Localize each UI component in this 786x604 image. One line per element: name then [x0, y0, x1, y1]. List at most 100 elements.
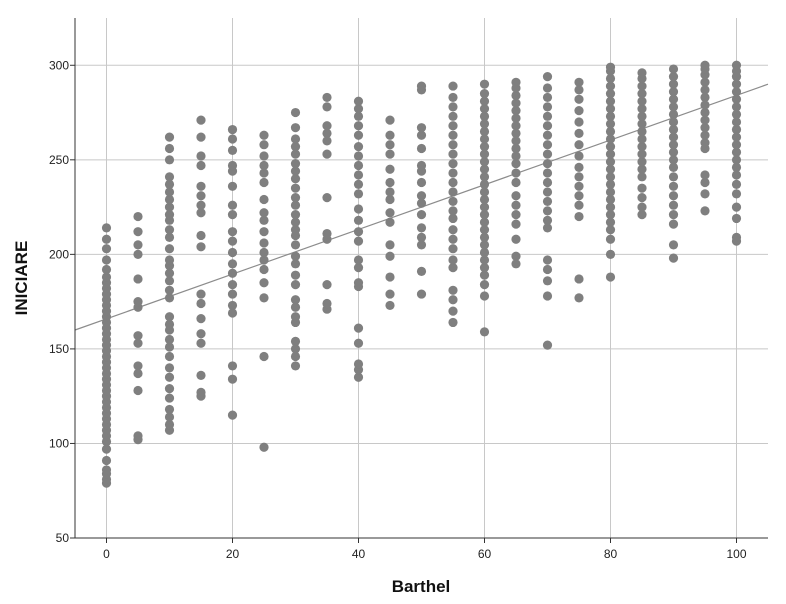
data-point — [542, 177, 553, 188]
data-point — [605, 141, 616, 152]
data-point — [479, 280, 490, 290]
data-point — [637, 119, 647, 129]
data-point — [542, 340, 553, 350]
data-point — [668, 162, 679, 172]
data-point — [290, 183, 301, 193]
y-tick-label: 300 — [49, 58, 69, 72]
data-point — [290, 193, 301, 203]
data-point — [416, 191, 427, 201]
axes — [70, 18, 768, 543]
data-point — [605, 157, 616, 167]
data-point — [101, 444, 112, 454]
data-point — [290, 259, 301, 269]
y-tick-labels: 50 100 150 200 250 300 — [49, 58, 69, 545]
data-point — [668, 124, 679, 135]
data-point — [700, 92, 710, 103]
data-point — [290, 159, 301, 169]
data-point — [511, 191, 521, 201]
data-point — [290, 210, 301, 220]
data-point — [164, 155, 175, 165]
data-point — [668, 109, 679, 120]
data-point — [479, 263, 490, 273]
data-point — [448, 244, 458, 254]
data-point — [259, 177, 269, 188]
data-point — [668, 253, 679, 263]
data-point — [259, 255, 269, 265]
data-point — [511, 234, 521, 244]
data-point — [290, 295, 301, 305]
data-point — [227, 247, 238, 258]
data-point — [196, 242, 206, 252]
data-point — [385, 177, 395, 188]
data-point — [101, 234, 112, 244]
x-tick-label: 20 — [226, 547, 240, 561]
data-point — [290, 166, 301, 176]
data-point — [479, 141, 490, 152]
data-point — [668, 87, 679, 97]
data-point — [479, 247, 490, 258]
data-point — [164, 179, 175, 189]
data-point — [353, 204, 364, 214]
data-point — [731, 179, 742, 189]
data-point — [353, 263, 364, 273]
data-point — [542, 215, 553, 225]
data-point — [196, 387, 206, 397]
data-point — [542, 121, 553, 131]
data-point — [164, 351, 175, 362]
data-point — [322, 149, 332, 159]
data-point — [700, 107, 710, 118]
data-point — [133, 331, 143, 341]
x-tick-label: 0 — [103, 547, 110, 561]
data-point — [668, 191, 679, 201]
data-point — [605, 172, 616, 182]
data-point — [637, 164, 647, 174]
data-point — [259, 442, 269, 452]
data-point — [511, 200, 521, 210]
data-point — [448, 130, 458, 140]
data-point — [101, 465, 112, 475]
data-point — [133, 431, 143, 441]
data-point — [101, 255, 112, 265]
data-point — [542, 168, 553, 178]
data-point — [164, 172, 175, 182]
y-tick-label: 200 — [49, 247, 69, 261]
data-point — [227, 259, 238, 269]
data-point — [574, 191, 584, 201]
data-point — [416, 123, 427, 133]
data-point — [227, 227, 238, 237]
data-point — [542, 83, 553, 93]
data-point — [637, 104, 647, 114]
data-point — [668, 155, 679, 165]
data-point — [448, 177, 458, 188]
data-point — [700, 85, 710, 95]
data-point — [290, 225, 301, 235]
data-point — [448, 140, 458, 150]
data-point — [668, 200, 679, 210]
data-point — [574, 106, 584, 116]
data-point — [605, 81, 616, 91]
data-point — [731, 94, 742, 104]
data-point — [353, 323, 364, 333]
data-point — [605, 89, 616, 99]
data-point — [164, 244, 175, 254]
data-point — [700, 138, 710, 148]
data-point — [322, 121, 332, 131]
data-point — [290, 134, 301, 144]
data-point — [637, 134, 647, 144]
data-point — [574, 128, 584, 138]
data-point — [668, 72, 679, 82]
data-point — [542, 140, 553, 150]
data-point — [385, 115, 395, 125]
x-tick-label: 60 — [478, 547, 492, 561]
data-point — [164, 419, 175, 430]
data-point — [542, 149, 553, 159]
data-point — [668, 240, 679, 250]
data-point — [479, 225, 490, 235]
data-point — [448, 317, 458, 328]
data-point — [196, 314, 206, 324]
data-point — [164, 143, 175, 154]
data-point — [385, 194, 395, 205]
data-point — [700, 100, 710, 110]
data-point — [605, 217, 616, 227]
data-point — [385, 251, 395, 261]
